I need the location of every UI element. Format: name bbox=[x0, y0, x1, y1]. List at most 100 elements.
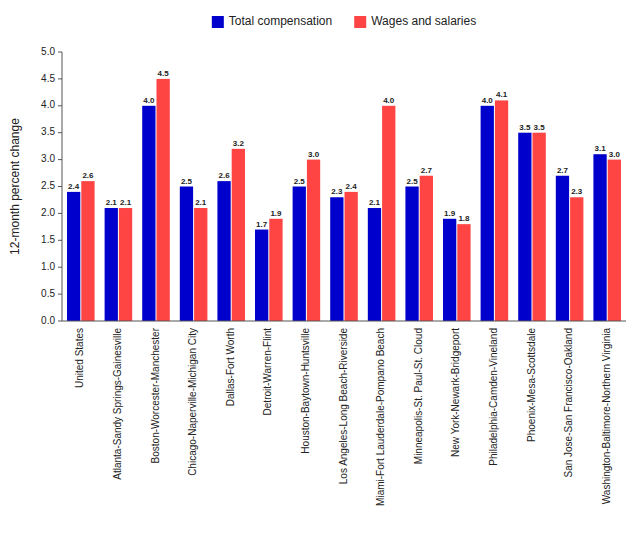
bar bbox=[405, 187, 418, 322]
data-label: 2.3 bbox=[571, 187, 583, 196]
data-label: 1.9 bbox=[270, 209, 282, 218]
y-axis: 0.00.51.01.52.02.53.03.54.04.55.0 bbox=[41, 46, 62, 326]
data-label: 2.6 bbox=[82, 171, 94, 180]
data-label: 4.0 bbox=[482, 96, 494, 105]
x-tick-label: Dallas-Fort Worth bbox=[225, 328, 236, 406]
data-label: 2.4 bbox=[68, 182, 80, 191]
data-label: 3.5 bbox=[519, 123, 531, 132]
bar bbox=[194, 208, 207, 321]
legend-item: Wages and salaries bbox=[354, 14, 476, 28]
bar bbox=[217, 181, 230, 321]
y-tick-label: 0.0 bbox=[41, 315, 55, 326]
data-label: 2.5 bbox=[294, 177, 306, 186]
x-tick-label: United States bbox=[74, 328, 85, 388]
chart: 0.0 0.5 1.0 1.5 2.0 2.5 3.0 3.5 4.0 4.5 5.0 12-mont… bbox=[0, 0, 640, 543]
y-tick bbox=[58, 78, 62, 79]
data-label: 3.1 bbox=[594, 144, 606, 153]
y-tick-label: 1.0 bbox=[41, 261, 55, 272]
data-label: 3.5 bbox=[534, 123, 546, 132]
bar bbox=[495, 100, 508, 321]
data-label: 4.0 bbox=[143, 96, 155, 105]
bar bbox=[105, 208, 118, 321]
y-axis-label: 12-month percent change bbox=[8, 118, 22, 255]
y-tick bbox=[58, 321, 62, 322]
data-label: 2.5 bbox=[181, 177, 193, 186]
x-axis-line bbox=[62, 321, 626, 322]
bars bbox=[67, 79, 621, 321]
data-label: 3.2 bbox=[233, 139, 245, 148]
data-label: 2.3 bbox=[331, 187, 343, 196]
x-tick-label: Los Angeles-Long Beach-Riverside bbox=[338, 328, 349, 485]
data-label: 2.5 bbox=[406, 177, 418, 186]
x-tick-label: New York-Newark-Bridgeport bbox=[450, 328, 461, 457]
bar bbox=[556, 176, 569, 321]
bar bbox=[570, 197, 583, 321]
x-tick-label: San Jose-San Francisco-Oakland bbox=[563, 328, 574, 478]
y-tick bbox=[58, 186, 62, 187]
data-label: 3.0 bbox=[609, 150, 621, 159]
y-tick-label: 4.0 bbox=[41, 99, 55, 110]
legend-swatch bbox=[212, 16, 224, 28]
y-tick-label: 4.5 bbox=[41, 73, 55, 84]
bar bbox=[293, 187, 306, 322]
bar bbox=[330, 197, 343, 321]
bar bbox=[119, 208, 132, 321]
data-label: 1.8 bbox=[458, 214, 470, 223]
y-tick-label: 5.0 bbox=[41, 46, 55, 57]
data-label: 4.0 bbox=[383, 96, 395, 105]
data-label: 4.1 bbox=[496, 90, 508, 99]
y-axis-line bbox=[62, 52, 63, 321]
data-labels: 2.4 2.1 4.0 2.5 2.6 1.7 2.5 2.3 2.1 2.5 1.9 4.0 3.5 2… bbox=[68, 69, 620, 229]
bar bbox=[180, 187, 193, 322]
bar bbox=[443, 219, 456, 321]
bar bbox=[142, 106, 155, 321]
y-tick-label: 2.5 bbox=[41, 180, 55, 191]
x-tick-label: Miami-Fort Lauderdale-Pompano Beach bbox=[375, 328, 386, 506]
bar bbox=[593, 154, 606, 321]
y-tick-label: 3.0 bbox=[41, 153, 55, 164]
bar bbox=[269, 219, 282, 321]
y-tick bbox=[58, 267, 62, 268]
bar bbox=[307, 160, 320, 321]
bar bbox=[420, 176, 433, 321]
bar bbox=[81, 181, 94, 321]
legend-label: Wages and salaries bbox=[371, 14, 476, 28]
data-label: 2.1 bbox=[195, 198, 207, 207]
legend: Total compensation Wages and salaries bbox=[212, 14, 476, 28]
y-tick-label: 1.5 bbox=[41, 234, 55, 245]
data-label: 1.9 bbox=[444, 209, 456, 218]
y-tick bbox=[58, 159, 62, 160]
x-tick-label: Minneapolis-St. Paul-St. Cloud bbox=[413, 328, 424, 464]
bar bbox=[67, 192, 80, 321]
data-label: 2.7 bbox=[557, 166, 569, 175]
bar bbox=[255, 230, 268, 321]
data-label: 4.5 bbox=[158, 69, 170, 78]
data-label: 2.7 bbox=[421, 166, 433, 175]
bar bbox=[457, 224, 470, 321]
x-tick-label: Chicago-Naperville-Michigan City bbox=[187, 328, 198, 476]
bar bbox=[533, 133, 546, 321]
x-tick-label: Boston-Worcester-Manchester bbox=[150, 327, 161, 463]
bar bbox=[382, 106, 395, 321]
data-label: 2.6 bbox=[218, 171, 230, 180]
x-tick-label: Houston-Baytown-Huntsville bbox=[300, 328, 311, 454]
y-tick bbox=[58, 240, 62, 241]
data-label: 3.0 bbox=[308, 150, 320, 159]
y-tick bbox=[58, 105, 62, 106]
y-tick bbox=[58, 294, 62, 295]
x-tick-label: Phoenix-Mesa-Scottsdale bbox=[526, 328, 537, 442]
bar bbox=[232, 149, 245, 321]
bar bbox=[518, 133, 531, 321]
data-label: 1.7 bbox=[256, 220, 268, 229]
x-axis: United States Atlanta-Sandy Springs-Gaine… bbox=[62, 321, 626, 506]
bar bbox=[345, 192, 358, 321]
data-label: 2.1 bbox=[106, 198, 118, 207]
legend-swatch bbox=[354, 16, 366, 28]
data-label: 2.1 bbox=[369, 198, 381, 207]
y-tick-label: 0.5 bbox=[41, 288, 55, 299]
bar bbox=[481, 106, 494, 321]
legend-label: Total compensation bbox=[229, 14, 332, 28]
y-tick-label: 2.0 bbox=[41, 207, 55, 218]
y-tick bbox=[58, 52, 62, 53]
x-tick-label: Atlanta-Sandy Springs-Gainesville bbox=[112, 328, 123, 480]
